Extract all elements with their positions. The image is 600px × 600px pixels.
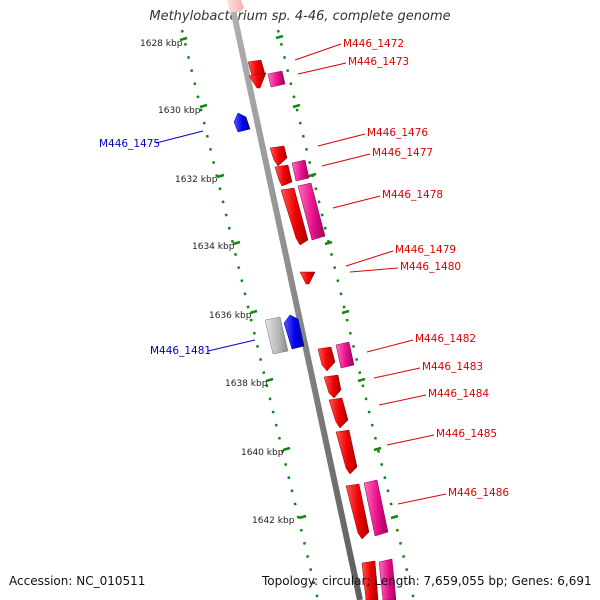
gene-M446_1484 bbox=[328, 397, 349, 429]
reverse-genes bbox=[233, 112, 305, 350]
feature-track bbox=[276, 29, 416, 600]
scale-label-1630: 1630 kbp bbox=[158, 106, 201, 116]
gene-M446_1486-pink bbox=[363, 479, 389, 537]
label-M446_1483[interactable]: M446_1483 bbox=[422, 361, 483, 373]
label-M446_1479[interactable]: M446_1479 bbox=[395, 244, 456, 256]
tick-1638 bbox=[265, 377, 274, 383]
label-M446_1486[interactable]: M446_1486 bbox=[448, 487, 509, 499]
rna-genes bbox=[267, 70, 397, 600]
faint-top-gene bbox=[227, 0, 244, 12]
gene-M446_1480 bbox=[299, 271, 316, 285]
label-M446_1477[interactable]: M446_1477 bbox=[372, 147, 433, 159]
gene-M446_1482-pink bbox=[335, 341, 355, 369]
gene-M446_1478 bbox=[280, 187, 309, 246]
label-M446_1480[interactable]: M446_1480 bbox=[400, 261, 461, 273]
tick-1628 bbox=[179, 36, 188, 42]
label-M446_1481[interactable]: M446_1481 bbox=[150, 345, 211, 357]
scale-track bbox=[180, 29, 320, 600]
gene-M446_1476 bbox=[269, 145, 288, 167]
scale-label-1636: 1636 kbp bbox=[209, 311, 252, 321]
label-M446_1476[interactable]: M446_1476 bbox=[367, 127, 428, 139]
tick-1632 bbox=[216, 173, 225, 179]
scale-label-1640: 1640 kbp bbox=[241, 448, 284, 458]
label-M446_1475[interactable]: M446_1475 bbox=[99, 138, 160, 150]
gene-M446_1475 bbox=[233, 112, 251, 133]
map-title: Methylobacterium sp. 4-46, complete geno… bbox=[149, 9, 451, 24]
gene-pseudo bbox=[264, 316, 289, 355]
label-M446_1473[interactable]: M446_1473 bbox=[348, 56, 409, 68]
gene-M446_1481 bbox=[283, 314, 305, 350]
scale-label-1634: 1634 kbp bbox=[192, 242, 235, 252]
label-M446_1472[interactable]: M446_1472 bbox=[343, 38, 404, 50]
scale-label-1628: 1628 kbp bbox=[140, 39, 183, 49]
gene-M446_1482 bbox=[317, 346, 336, 372]
tick-1634 bbox=[232, 240, 241, 246]
scale-label-1642: 1642 kbp bbox=[252, 516, 295, 526]
tick-1642 bbox=[298, 514, 307, 520]
forward-genes bbox=[247, 59, 379, 600]
scale-label-1632: 1632 kbp bbox=[175, 175, 218, 185]
gene-M446_1478-pink bbox=[297, 182, 326, 241]
gene-bottom-red bbox=[361, 560, 379, 600]
genome-summary-text: Topology: circular; Length: 7,659,055 bp… bbox=[262, 574, 592, 588]
right-leaders bbox=[294, 43, 447, 505]
gene-M446_1477-pink bbox=[291, 159, 310, 182]
genome-backbone bbox=[228, 0, 363, 600]
gene-M446_1472-arrow bbox=[248, 72, 267, 89]
tick-1636 bbox=[249, 309, 258, 315]
label-M446_1485[interactable]: M446_1485 bbox=[436, 428, 497, 440]
left-leaders bbox=[155, 130, 256, 352]
gene-M446_1483 bbox=[323, 374, 342, 399]
label-M446_1484[interactable]: M446_1484 bbox=[428, 388, 489, 400]
accession-text: Accession: NC_010511 bbox=[9, 574, 146, 588]
gene-M446_1485 bbox=[335, 429, 358, 475]
gene-bottom-pink bbox=[378, 558, 397, 600]
tick-1640 bbox=[282, 446, 291, 452]
scale-label-1638: 1638 kbp bbox=[225, 379, 268, 389]
gene-M446_1477 bbox=[274, 164, 293, 187]
gene-M446_1486 bbox=[345, 483, 370, 540]
gene-M446_1473 bbox=[267, 70, 286, 88]
label-M446_1478[interactable]: M446_1478 bbox=[382, 189, 443, 201]
feature-ticks bbox=[275, 34, 399, 520]
label-M446_1482[interactable]: M446_1482 bbox=[415, 333, 476, 345]
scale-ticks bbox=[179, 36, 307, 520]
tick-1630 bbox=[199, 103, 208, 109]
